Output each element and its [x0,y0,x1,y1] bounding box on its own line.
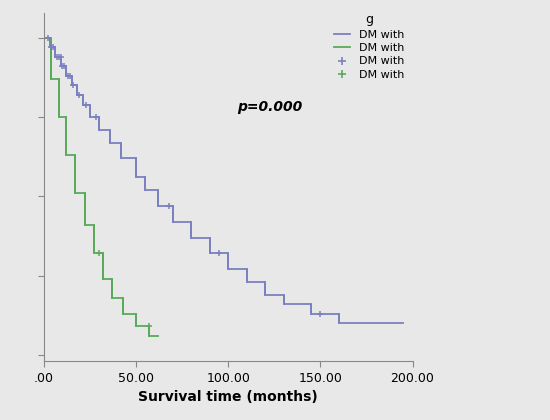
Text: p=0.000: p=0.000 [238,100,302,114]
X-axis label: Survival time (months): Survival time (months) [139,390,318,404]
Legend: DM with, DM with, DM with, DM with: DM with, DM with, DM with, DM with [332,11,407,82]
